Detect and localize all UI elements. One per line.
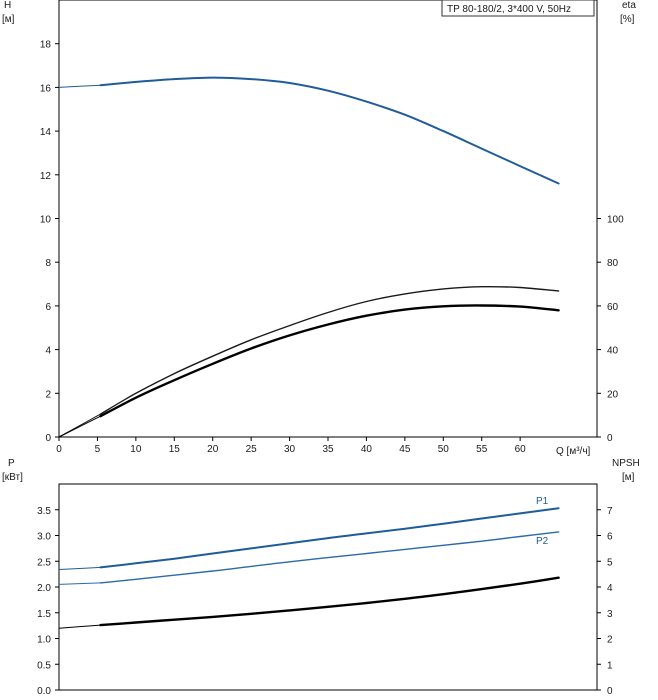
npsh-tick-label: 5 <box>607 557 613 568</box>
axes-layer <box>55 0 601 691</box>
h-tick-label: 16 <box>40 83 52 94</box>
h-tick-label: 14 <box>40 127 52 138</box>
h-tick-label: 8 <box>45 258 51 269</box>
p-tick-label: 3.5 <box>37 506 51 517</box>
h-axis-unit: [м] <box>2 14 15 25</box>
npsh-tick-label: 1 <box>607 660 613 671</box>
x-tick-label: 0 <box>56 444 62 455</box>
bottom-p-curve-1-extension <box>58 582 101 585</box>
npsh-tick-label: 2 <box>607 635 613 646</box>
x-tick-label: 25 <box>246 444 258 455</box>
p-tick-label: 1.0 <box>37 635 51 646</box>
x-tick-label: 50 <box>438 444 450 455</box>
npsh-axis-title: NPSH <box>612 458 640 469</box>
series-label-p1: P1 <box>536 496 549 507</box>
x-tick-label: 60 <box>515 444 527 455</box>
x-tick-label: 55 <box>476 444 488 455</box>
p-axis-title: P <box>8 458 15 469</box>
top-h-curve-0 <box>99 76 560 185</box>
p-axis-unit: [кВт] <box>2 472 23 483</box>
h-tick-label: 6 <box>45 302 51 313</box>
x-tick-label: 10 <box>130 444 142 455</box>
p-tick-label: 1.5 <box>37 609 51 620</box>
p-tick-label: 0.5 <box>37 660 51 671</box>
eta-tick-label: 0 <box>607 433 613 444</box>
h-tick-label: 2 <box>45 389 51 400</box>
pump-label-box <box>441 0 595 17</box>
npsh-axis-unit: [м] <box>622 472 635 483</box>
top-eta-curve-2-extension <box>58 415 101 438</box>
npsh-tick-label: 0 <box>607 686 613 697</box>
h-tick-label: 12 <box>40 171 52 182</box>
bottom-p-curve-0-extension <box>58 566 101 570</box>
npsh-tick-label: 7 <box>607 506 613 517</box>
top-plot-frame <box>58 0 598 438</box>
q-axis-title: Q [м³/ч] <box>556 446 591 457</box>
tick-label-layer: 0 5 10 15 20 25 30 35 40 45 50 55 600246810121416180… <box>37 40 624 697</box>
eta-tick-label: 20 <box>607 389 619 400</box>
bottom-p-curve-0 <box>99 507 560 569</box>
npsh-tick-label: 3 <box>607 609 613 620</box>
h-tick-label: 4 <box>45 346 51 357</box>
eta-tick-label: 60 <box>607 302 619 313</box>
x-tick-label: 20 <box>207 444 219 455</box>
bottom-plot-frame <box>58 483 598 691</box>
series-layer <box>58 76 560 629</box>
x-tick-label: 45 <box>399 444 411 455</box>
h-tick-label: 0 <box>45 433 51 444</box>
p-tick-label: 3.0 <box>37 532 51 543</box>
top-eta-curve-2 <box>99 304 560 418</box>
eta-tick-label: 100 <box>607 215 624 226</box>
bottom-p-curve-1 <box>99 531 560 584</box>
x-tick-label: 5 <box>95 444 101 455</box>
top-h-curve-0-extension <box>58 84 101 88</box>
h-axis-title: H <box>4 0 11 11</box>
p-tick-label: 2.5 <box>37 557 51 568</box>
bottom-npsh-curve-2-extension <box>58 624 101 629</box>
h-tick-label: 10 <box>40 215 52 226</box>
series-label-p2: P2 <box>536 536 549 547</box>
x-tick-label: 40 <box>361 444 373 455</box>
top-eta-curve-1 <box>99 285 560 415</box>
eta-axis-title: eta <box>622 0 636 11</box>
x-tick-label: 30 <box>284 444 296 455</box>
p-tick-label: 2.0 <box>37 583 51 594</box>
h-tick-label: 18 <box>40 40 52 51</box>
x-tick-label: 15 <box>169 444 181 455</box>
pump-label: TP 80-180/2, 3*400 V, 50Hz <box>447 4 571 15</box>
eta-tick-label: 40 <box>607 346 619 357</box>
eta-axis-unit: [%] <box>620 14 635 25</box>
p-tick-label: 0.0 <box>37 686 51 697</box>
npsh-tick-label: 6 <box>607 532 613 543</box>
x-tick-label: 35 <box>322 444 334 455</box>
eta-tick-label: 80 <box>607 258 619 269</box>
npsh-tick-label: 4 <box>607 583 613 594</box>
bottom-npsh-curve-2 <box>99 576 560 627</box>
